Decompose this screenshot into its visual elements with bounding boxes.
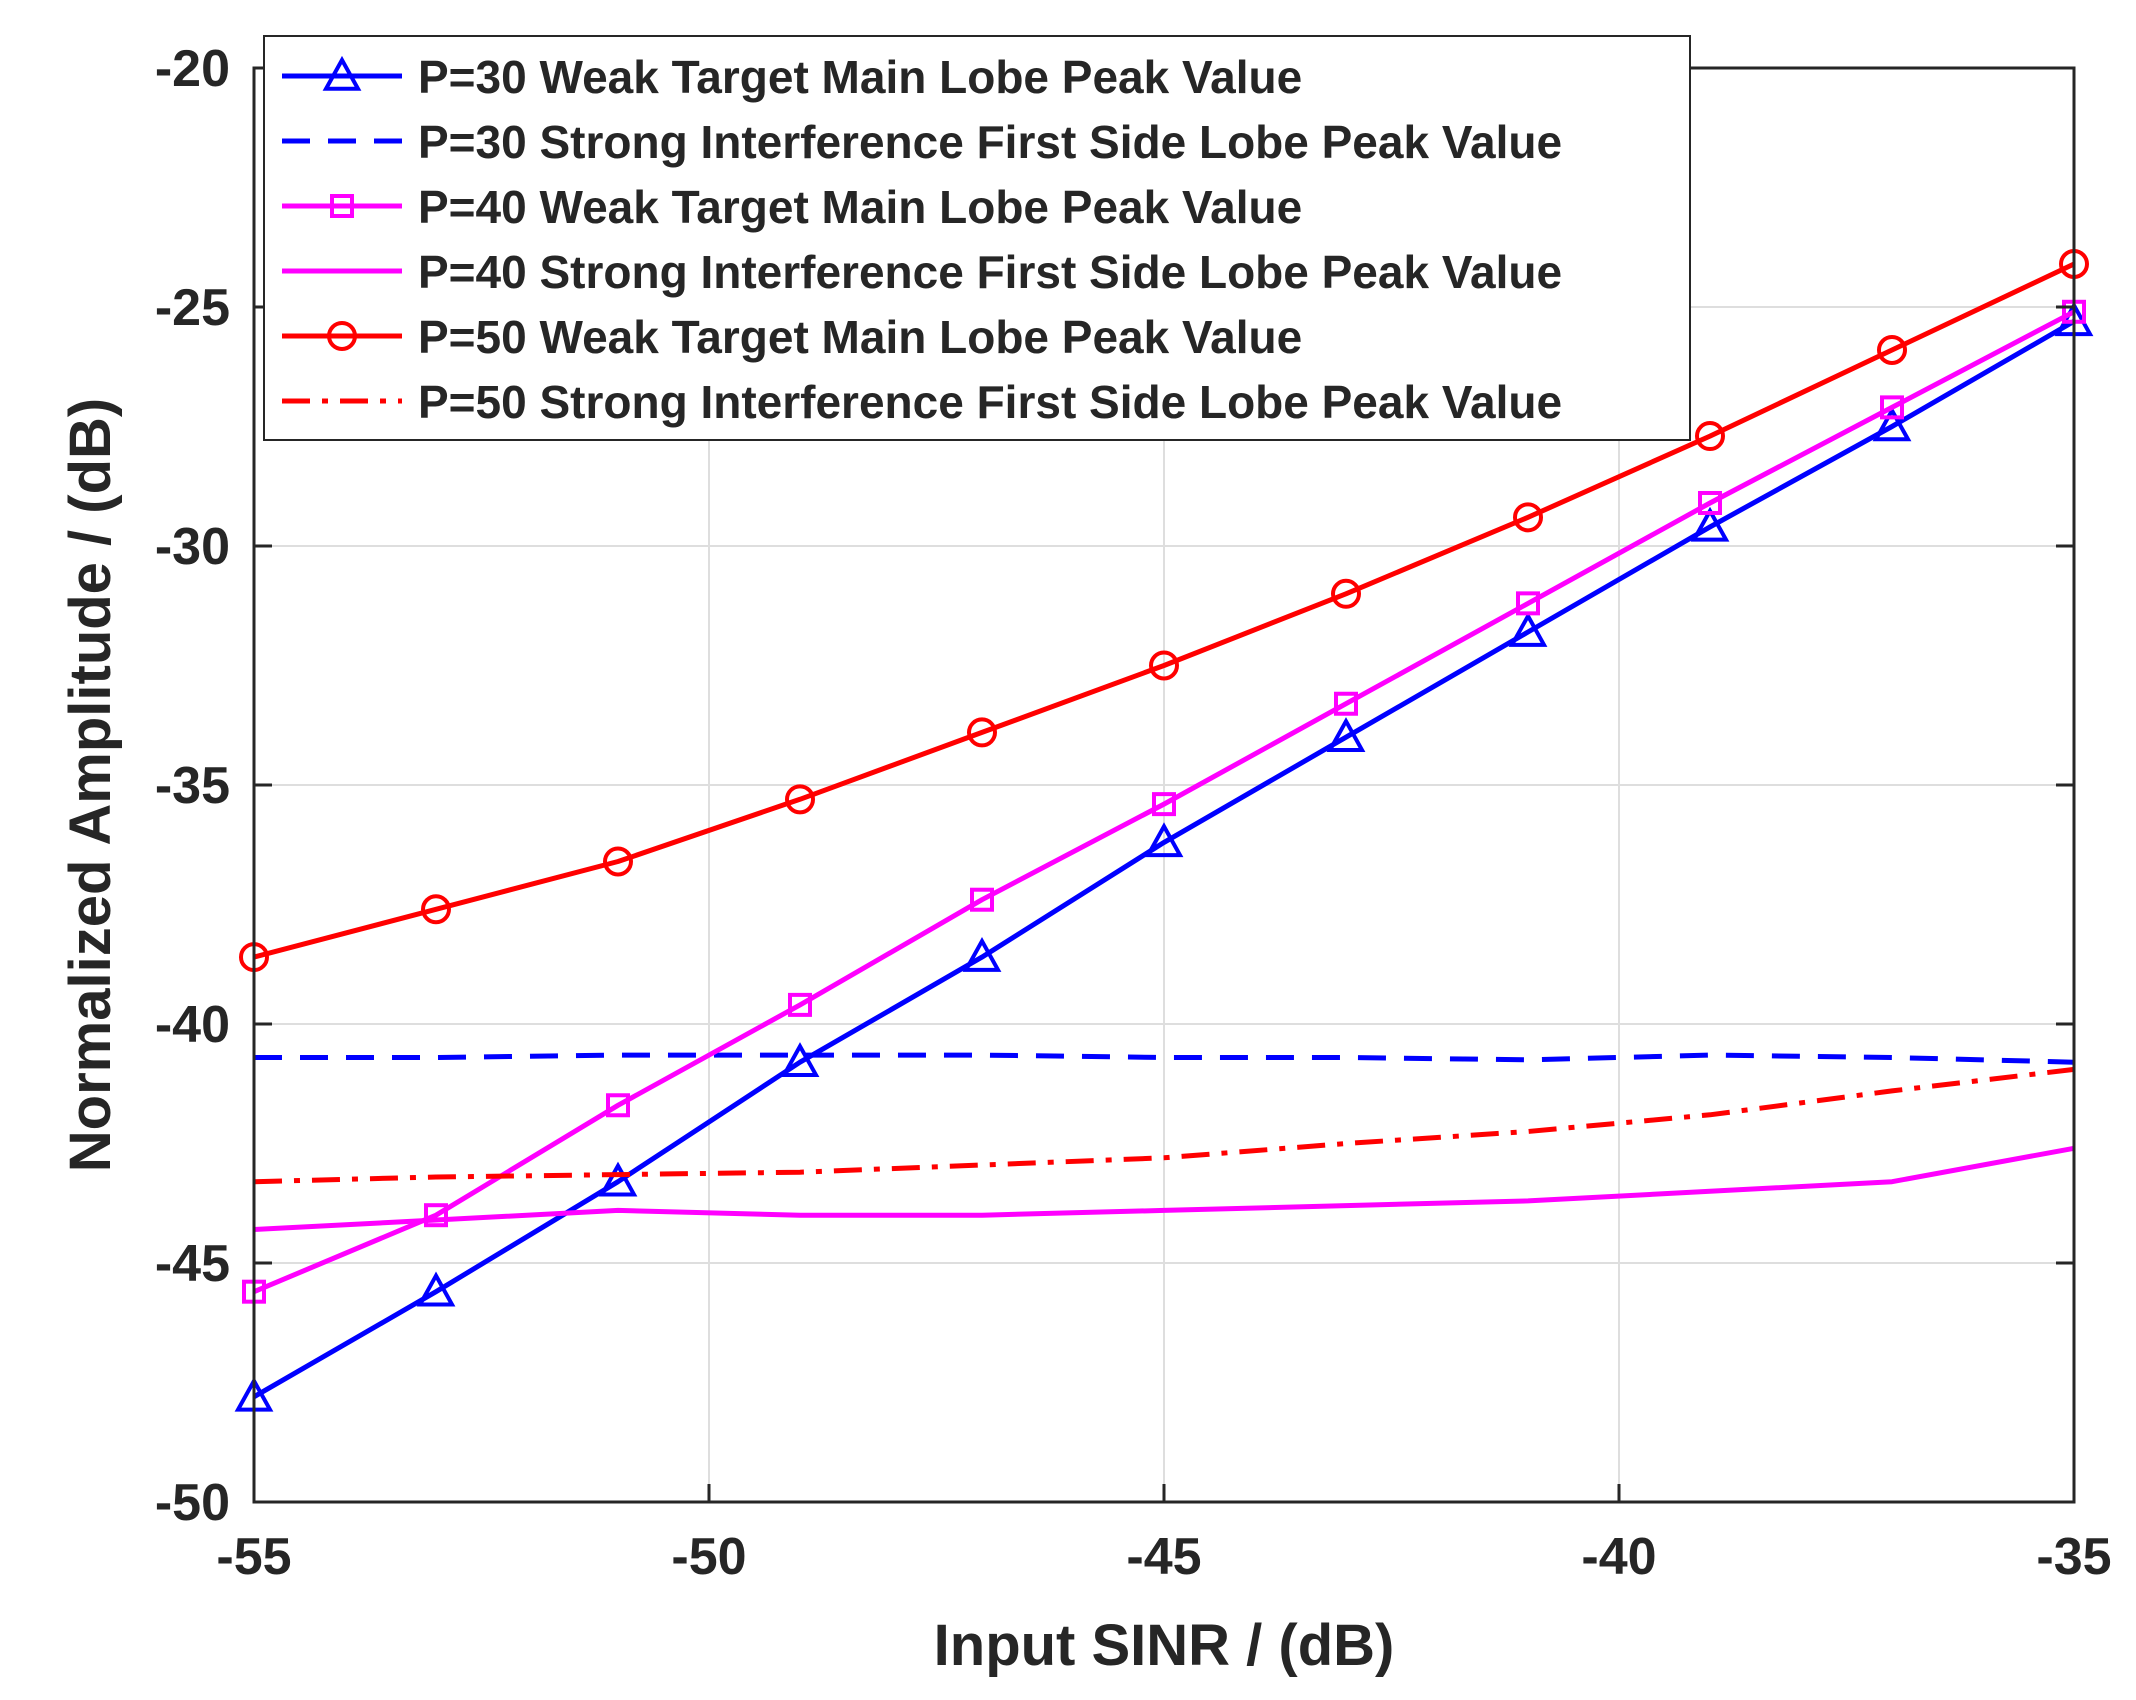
x-tick-label: -50 [671,1528,746,1586]
legend-marker [330,194,354,218]
series-6 [253,1066,2075,1185]
series-line [253,261,2076,960]
legend-label: P=40 Weak Target Main Lobe Peak Value [418,181,1302,233]
data-point [967,717,997,748]
series-4 [253,1145,2075,1232]
data-point [1513,502,1543,533]
x-tick-label: -40 [1581,1528,1656,1586]
data-point [1331,578,1361,609]
data-point [1880,395,1904,420]
series-2 [254,1052,2075,1065]
data-point [1695,421,1725,452]
data-point [785,784,815,815]
series-line [253,1066,2075,1185]
legend-label: P=50 Strong Interference First Side Lobe… [418,376,1562,428]
legend-marker [322,55,362,91]
data-point [424,1203,448,1228]
data-point [1516,591,1540,616]
data-point [421,894,451,925]
data-point [1698,490,1722,515]
series-line [253,1145,2075,1232]
data-point [606,1093,630,1118]
y-axis-label: Normalized Amplitude / (dB) [58,398,123,1172]
y-tick-label: -25 [155,279,230,337]
data-point [962,936,1002,972]
legend-label: P=40 Strong Interference First Side Lobe… [418,246,1562,298]
legend-entry: P=50 Strong Interference First Side Lobe… [282,376,1562,428]
data-point [970,887,994,912]
data-point [1690,506,1730,542]
y-tick-label: -50 [155,1474,230,1532]
legend-label: P=30 Weak Target Main Lobe Peak Value [418,51,1302,103]
data-point [1152,792,1176,817]
data-point [1326,717,1366,752]
data-point [1149,650,1179,681]
data-point [780,1042,820,1078]
axis-ticks: -55 -50 -45 -40 -35-50-45-40-35-30-25-20 [155,40,2112,1586]
series-line [254,1052,2075,1065]
series-5 [239,248,2089,973]
x-tick-label: -45 [1126,1528,1201,1586]
legend-entry: P=40 Weak Target Main Lobe Peak Value [282,181,1302,233]
data-point [598,1161,638,1197]
y-tick-label: -20 [155,40,230,98]
data-point [416,1271,456,1307]
legend-entry: P=30 Strong Interference First Side Lobe… [282,116,1562,168]
data-point [1877,335,1907,366]
legend-marker [327,321,357,351]
x-axis-label: Input SINR / (dB) [934,1613,1395,1678]
series-line [253,309,2076,1295]
legend-label: P=30 Strong Interference First Side Lobe… [418,116,1562,168]
y-tick-label: -45 [155,1235,230,1293]
data-point [1144,822,1184,858]
legend-entry: P=50 Weak Target Main Lobe Peak Value [282,311,1302,363]
data-point [1872,406,1912,442]
legend-box [263,35,1691,441]
legend-entry: P=40 Strong Interference First Side Lobe… [282,246,1562,298]
legend-entry: P=30 Weak Target Main Lobe Peak Value [282,51,1302,103]
legend: P=30 Weak Target Main Lobe Peak Value P=3… [263,35,1691,441]
series-line [252,319,2076,1399]
legend-items: P=30 Weak Target Main Lobe Peak Value P=3… [282,51,1562,428]
x-tick-label: -35 [2036,1528,2111,1586]
legend-label: P=50 Weak Target Main Lobe Peak Value [418,311,1302,363]
y-tick-label: -30 [155,518,230,576]
data-point [603,846,633,877]
y-tick-label: -35 [155,757,230,815]
x-tick-label: -55 [216,1528,291,1586]
data-point [1508,611,1548,647]
data-point [788,992,812,1017]
data-point [1334,691,1358,716]
y-tick-label: -40 [155,996,230,1054]
